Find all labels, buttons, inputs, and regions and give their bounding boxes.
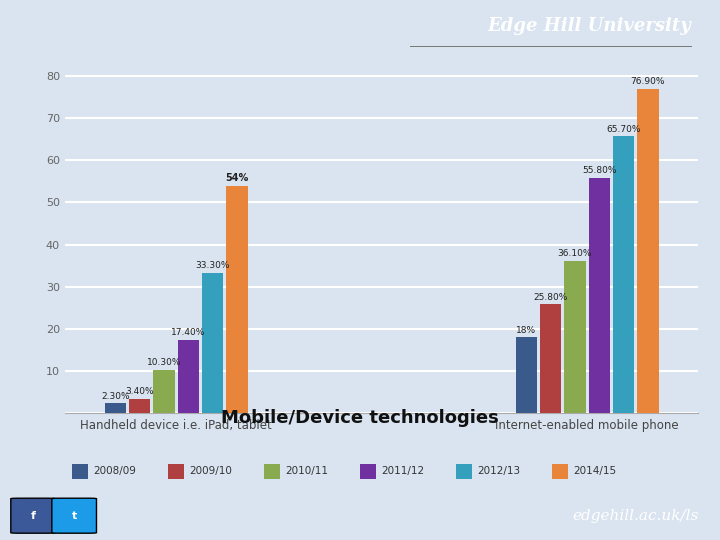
Text: 25.80%: 25.80% xyxy=(534,293,568,302)
Bar xyxy=(637,89,659,413)
Text: 36.10%: 36.10% xyxy=(558,249,592,259)
Text: 3.40%: 3.40% xyxy=(125,387,154,396)
Text: 2009/10: 2009/10 xyxy=(189,466,233,476)
Text: 17.40%: 17.40% xyxy=(171,328,205,338)
Text: 2010/11: 2010/11 xyxy=(286,466,328,476)
Bar xyxy=(552,464,568,480)
FancyBboxPatch shape xyxy=(11,498,55,533)
Text: 2008/09: 2008/09 xyxy=(94,466,137,476)
Text: 10.30%: 10.30% xyxy=(147,358,181,367)
Bar xyxy=(178,340,199,413)
Text: Mobile/Device technologies: Mobile/Device technologies xyxy=(221,409,499,427)
Text: 18%: 18% xyxy=(516,326,536,335)
Text: edgehill.ac.uk/ls: edgehill.ac.uk/ls xyxy=(572,509,698,523)
Text: 2014/15: 2014/15 xyxy=(574,466,617,476)
Bar xyxy=(104,403,126,413)
FancyBboxPatch shape xyxy=(52,498,96,533)
Bar xyxy=(264,464,280,480)
Text: t: t xyxy=(71,511,77,521)
Text: Edge Hill University: Edge Hill University xyxy=(487,17,691,35)
Text: 54%: 54% xyxy=(225,173,248,183)
Bar xyxy=(516,338,537,413)
Bar xyxy=(226,186,248,413)
Bar xyxy=(129,399,150,413)
Text: f: f xyxy=(31,511,35,521)
Bar xyxy=(168,464,184,480)
Bar xyxy=(360,464,376,480)
Bar xyxy=(588,178,610,413)
Bar xyxy=(564,261,585,413)
Text: 2011/12: 2011/12 xyxy=(382,466,425,476)
Text: 65.70%: 65.70% xyxy=(606,125,641,134)
Text: 2012/13: 2012/13 xyxy=(477,466,521,476)
Text: 2.30%: 2.30% xyxy=(101,392,130,401)
Bar xyxy=(202,273,223,413)
Bar xyxy=(540,305,562,413)
Bar xyxy=(456,464,472,480)
Bar xyxy=(613,136,634,413)
Text: 33.30%: 33.30% xyxy=(195,261,230,270)
Bar xyxy=(72,464,88,480)
Bar xyxy=(153,370,175,413)
Text: 55.80%: 55.80% xyxy=(582,166,616,176)
Text: 76.90%: 76.90% xyxy=(631,77,665,86)
